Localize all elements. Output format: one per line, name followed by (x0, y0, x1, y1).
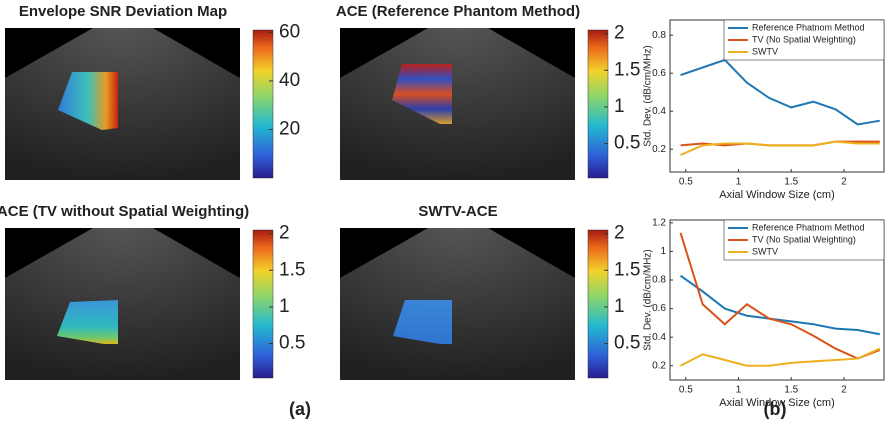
figure-label: (a) (289, 399, 311, 419)
colorbar (588, 230, 608, 378)
x-axis-label: Axial Window Size (cm) (719, 397, 835, 409)
image-title: Envelope SNR Deviation Map (19, 3, 227, 20)
colorbar (253, 230, 273, 378)
colorbar-tick-label: 1 (614, 96, 625, 117)
colorbar (253, 30, 273, 178)
colorbar (588, 30, 608, 178)
x-tick-label: 1.5 (784, 385, 798, 396)
data-line (681, 276, 880, 335)
y-tick-label: 1.2 (652, 217, 666, 228)
colorbar-tick-label: 40 (279, 70, 300, 91)
y-tick-label: 0.2 (652, 144, 666, 155)
y-tick-label: 0.6 (652, 68, 666, 79)
legend-label: SWTV (752, 246, 778, 256)
colorbar-tick-label: 2 (614, 23, 625, 44)
legend-label: TV (No Spatial Weighting) (752, 234, 856, 244)
y-axis-label: Std. Dev. (dB/cm/MHz) (643, 45, 654, 147)
colorbar-tick-label: 0.5 (279, 333, 305, 354)
legend-label: Reference Phatnom Method (752, 22, 865, 32)
colorbar-tick-label: 20 (279, 118, 300, 139)
y-tick-label: 0.8 (652, 275, 666, 286)
x-tick-label: 2 (841, 177, 847, 188)
image-title: ACE (Reference Phantom Method) (336, 3, 580, 20)
colorbar-tick-label: 1.5 (614, 59, 640, 80)
y-axis-label: Std. Dev. (dB/cm/MHz) (643, 249, 654, 351)
legend-label: SWTV (752, 46, 778, 56)
image-title: ACE (TV without Spatial Weighting) (0, 203, 249, 220)
x-tick-label: 2 (841, 385, 847, 396)
x-tick-label: 0.5 (679, 385, 693, 396)
colorbar-tick-label: 1.5 (279, 259, 305, 280)
data-line (681, 349, 880, 366)
y-tick-label: 0.2 (652, 360, 666, 371)
x-tick-label: 1.5 (784, 177, 798, 188)
image-title: SWTV-ACE (418, 203, 497, 220)
y-tick-label: 1 (660, 246, 666, 257)
x-axis-label: Axial Window Size (cm) (719, 189, 835, 201)
colorbar-tick-label: 0.5 (614, 333, 640, 354)
colorbar-tick-label: 1 (614, 296, 625, 317)
x-tick-label: 1 (736, 385, 742, 396)
legend-label: TV (No Spatial Weighting) (752, 34, 856, 44)
colorbar-tick-label: 2 (614, 223, 625, 244)
figure: (a)(b)Envelope SNR Deviation Map204060AC… (0, 0, 888, 429)
colorbar-tick-label: 1 (279, 296, 290, 317)
y-tick-label: 0.8 (652, 30, 666, 41)
legend-label: Reference Phatnom Method (752, 222, 865, 232)
colorbar-tick-label: 60 (279, 21, 300, 42)
colorbar-tick-label: 0.5 (614, 133, 640, 154)
y-tick-label: 0.6 (652, 303, 666, 314)
x-tick-label: 1 (736, 177, 742, 188)
colorbar-tick-label: 2 (279, 223, 290, 244)
data-line (681, 60, 880, 125)
colorbar-tick-label: 1.5 (614, 259, 640, 280)
y-tick-label: 0.4 (652, 332, 666, 343)
y-tick-label: 0.4 (652, 106, 666, 117)
x-tick-label: 0.5 (679, 177, 693, 188)
